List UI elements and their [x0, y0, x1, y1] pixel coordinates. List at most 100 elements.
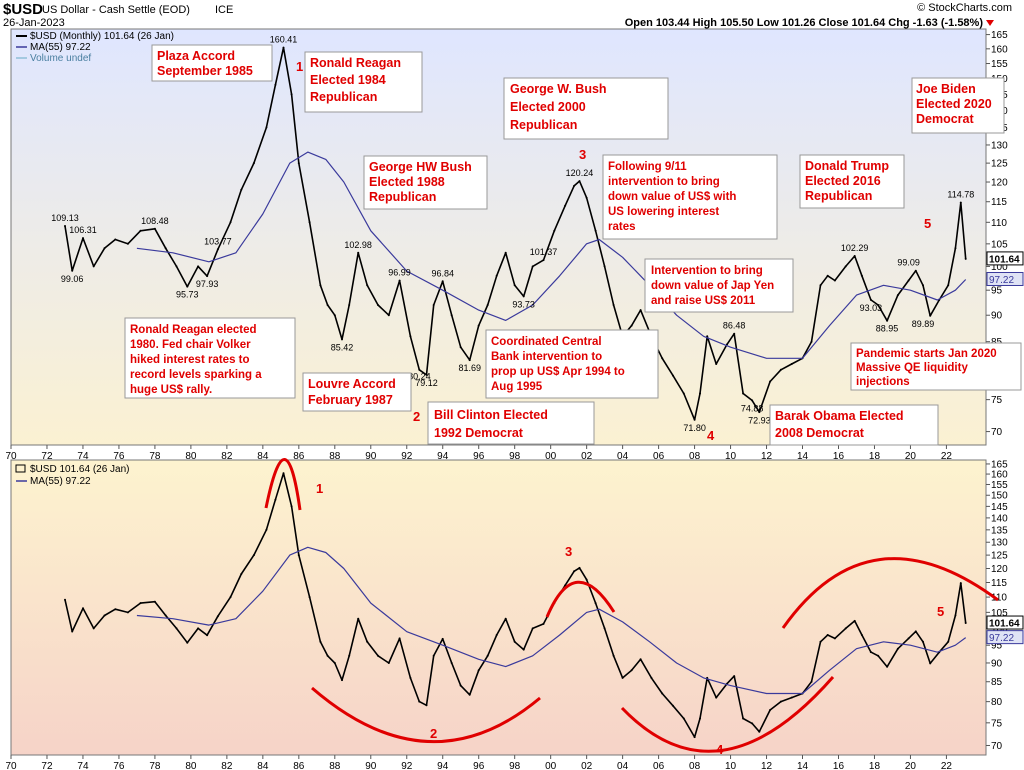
x-tick-label: 00	[545, 761, 557, 770]
price-point	[377, 304, 379, 306]
price-point	[877, 654, 880, 657]
ticker-symbol: $USD	[3, 1, 43, 18]
price-point	[164, 614, 167, 617]
price-point	[542, 259, 545, 262]
annotation-line: Ronald Reagan	[310, 56, 401, 70]
price-point	[573, 184, 576, 187]
peak-label: 86.48	[723, 321, 746, 331]
down-arrow-icon	[986, 20, 994, 26]
x-tick-label: 82	[221, 451, 233, 462]
price-point	[585, 578, 588, 581]
x-tick-label: 08	[689, 761, 701, 770]
annotation-line: George HW Bush	[369, 160, 472, 174]
price-point	[886, 665, 889, 668]
annotation-clinton-1992: Bill Clinton Elected 1992 Democrat	[427, 401, 595, 445]
x-tick-label: 06	[653, 451, 665, 462]
x-tick-label: 88	[329, 761, 341, 770]
annotation-ghw-bush-1988: George HW Bush Elected 1988 Republican	[363, 155, 488, 210]
price-point	[896, 294, 899, 297]
price-point	[833, 637, 836, 640]
price-point	[326, 304, 329, 306]
price-point	[672, 704, 674, 707]
annotation-line: Bank intervention to	[491, 351, 602, 363]
annotation-biden-2020: Joe Biden Elected 2020 Democrat	[911, 77, 1005, 134]
y-tick-label: 130	[991, 538, 1008, 549]
price-point	[860, 274, 863, 277]
cycle-arc-2	[311, 686, 541, 744]
cycle-arc-5	[781, 557, 999, 629]
cycle-arc-4	[620, 676, 835, 753]
price-point	[326, 654, 329, 657]
price-point	[477, 669, 480, 672]
price-point	[886, 319, 889, 322]
peak-label: 102.29	[841, 243, 869, 253]
price-point	[103, 614, 106, 617]
annotation-line: 1980. Fed chair Volker	[130, 339, 251, 351]
y-tick-label: 125	[991, 159, 1008, 170]
price-point	[564, 204, 567, 207]
annotation-line: September 1985	[157, 64, 253, 78]
annotation-line: February 1987	[308, 393, 393, 407]
x-tick-label: 04	[617, 451, 629, 462]
price-point	[706, 335, 709, 338]
annotation-line: Joe Biden	[916, 82, 976, 96]
x-tick-label: 18	[869, 761, 881, 770]
ma-line-top	[136, 151, 967, 359]
y-tick-label: 110	[991, 593, 1007, 604]
price-point	[860, 634, 863, 636]
annotation-line: down value of Jap Yen	[651, 280, 774, 292]
peak-label: 81.69	[458, 363, 481, 373]
annotation-line: George W. Bush	[510, 82, 607, 96]
y-tick-label: 90	[991, 658, 1003, 669]
price-point	[907, 279, 910, 282]
annotation-volker-1980: Ronald Reagan elected 1980. Fed chair Vo…	[124, 317, 296, 399]
price-point	[348, 654, 351, 657]
price-point	[240, 573, 243, 575]
y-tick-label: 105	[991, 239, 1008, 250]
price-point	[513, 284, 516, 287]
price-point	[603, 627, 606, 630]
annotation-line: down value of US$ with	[608, 191, 736, 203]
y-tick-label: 160	[991, 44, 1008, 55]
annotation-line: Barak Obama Elected	[775, 409, 904, 423]
price-point	[853, 619, 856, 622]
price-point	[319, 640, 322, 643]
price-point	[425, 373, 428, 376]
wave-number: 2	[430, 726, 437, 741]
price-point	[441, 280, 444, 283]
price-point	[333, 314, 336, 317]
price-point	[486, 304, 489, 306]
x-tick-label: 02	[581, 761, 593, 770]
price-point	[357, 617, 360, 620]
peak-label: 120.24	[566, 168, 594, 178]
wave-number: 4	[716, 742, 724, 757]
x-tick-label: 74	[77, 451, 89, 462]
price-point	[650, 676, 653, 679]
price-point	[844, 627, 847, 630]
peak-label: 95.73	[176, 290, 199, 300]
annotation-line: record levels sparking a	[130, 369, 262, 381]
price-point	[693, 736, 696, 739]
price-point	[639, 658, 642, 661]
price-point	[699, 392, 701, 395]
price-point	[853, 255, 856, 257]
price-point	[216, 615, 219, 618]
price-point	[282, 46, 285, 49]
peak-label: 93.73	[512, 299, 535, 309]
x-tick-label: 84	[257, 761, 269, 770]
x-tick-label: 16	[833, 451, 845, 462]
annotation-line: Elected 1984	[310, 73, 386, 87]
x-tick-label: 22	[941, 451, 953, 462]
price-point	[954, 614, 957, 617]
y-tick-label: 85	[991, 677, 1003, 688]
x-tick-label: 96	[473, 451, 485, 462]
price-point	[126, 242, 129, 245]
legend-ma: MA(55) 97.22	[30, 42, 91, 53]
price-point	[742, 392, 745, 395]
price-point	[661, 357, 664, 360]
price-point	[964, 257, 967, 260]
price-point	[790, 696, 793, 699]
price-point	[252, 554, 255, 557]
x-tick-label: 14	[797, 451, 809, 462]
price-point	[682, 717, 685, 720]
